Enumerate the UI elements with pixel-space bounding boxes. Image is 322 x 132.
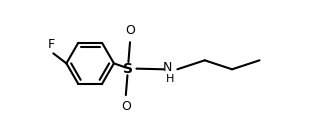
Text: H: H: [166, 74, 175, 84]
Text: N: N: [162, 62, 172, 74]
Text: O: O: [125, 24, 135, 37]
Text: O: O: [121, 100, 131, 113]
Text: F: F: [48, 38, 55, 51]
Text: S: S: [123, 62, 133, 76]
